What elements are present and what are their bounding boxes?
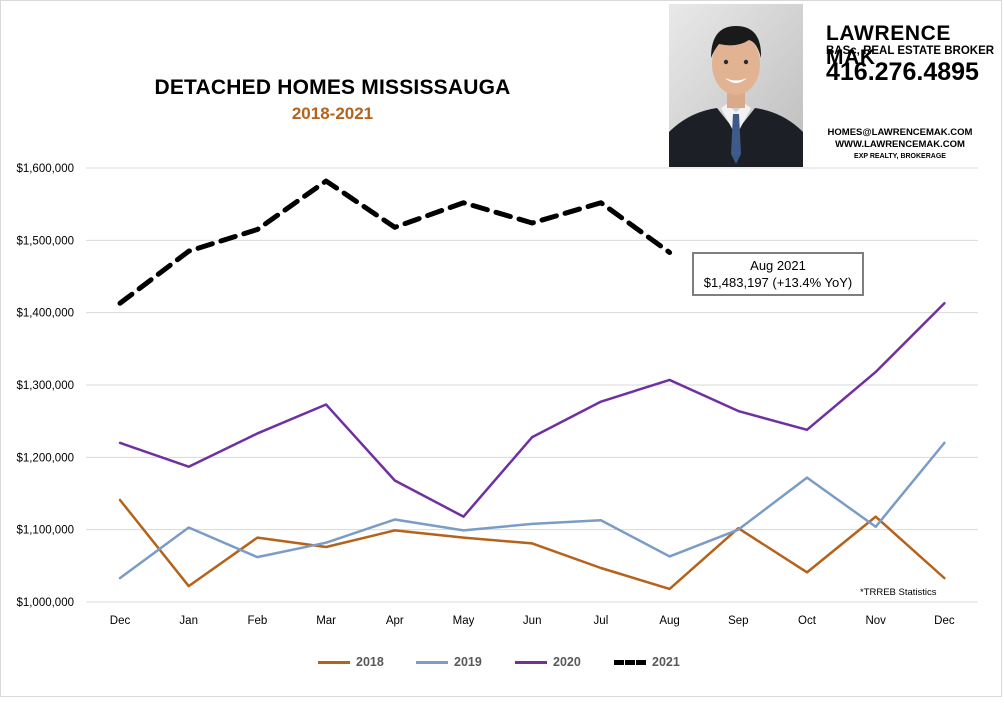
legend-swatch (416, 660, 448, 664)
agent-name: LAWRENCE MAK (826, 22, 951, 69)
y-tick-label: $1,500,000 (16, 235, 74, 247)
legend-item-2020: 2020 (515, 655, 581, 669)
legend-item-2018: 2018 (318, 655, 384, 669)
chart-frame (0, 0, 1002, 697)
legend-label: 2021 (652, 655, 680, 669)
x-tick-label: Feb (247, 615, 267, 627)
x-tick-label: Dec (934, 615, 955, 627)
x-tick-label: Dec (110, 615, 131, 627)
y-tick-label: $1,600,000 (16, 163, 74, 175)
y-tick-label: $1,100,000 (16, 525, 74, 537)
agent-brokerage: EXP REALTY, BROKERAGE (854, 153, 946, 160)
x-tick-label: Aug (659, 615, 679, 627)
chart-subtitle: 2018-2021 (291, 104, 374, 123)
annotation-line2: $1,483,197 (+13.4% YoY) (703, 275, 853, 290)
series-line-2018 (118, 498, 946, 591)
y-tick-label: $1,300,000 (16, 380, 74, 392)
agent-credentials: BASc, REAL ESTATE BROKER (826, 45, 995, 57)
series-line-2020 (118, 302, 946, 518)
agent-photo (669, 4, 803, 167)
y-tick-label: $1,200,000 (16, 452, 74, 464)
series-line-2021 (117, 178, 673, 306)
legend-label: 2018 (356, 655, 384, 669)
x-tick-label: May (453, 615, 475, 627)
series-line-2019 (118, 441, 946, 580)
legend: 2018 2019 2020 2021 (0, 655, 1004, 671)
agent-website[interactable]: WWW.LAWRENCEMAK.COM (835, 139, 965, 150)
legend-swatch (614, 659, 646, 665)
legend-swatch (318, 660, 350, 664)
x-axis-ticks: Dec Jan Feb Mar Apr May Jun Jul Aug Sep Oct Nov Dec (110, 615, 955, 627)
source-footnote: *TRREB Statistics (860, 587, 937, 598)
gridlines (86, 167, 978, 603)
legend-label: 2019 (454, 655, 482, 669)
x-tick-label: Jul (594, 615, 609, 627)
x-tick-label: Nov (865, 615, 886, 627)
y-axis-ticks: $1,000,000 $1,100,000 $1,200,000 $1,300,000… (16, 163, 74, 609)
y-tick-label: $1,000,000 (16, 597, 74, 609)
agent-email[interactable]: HOMES@LAWRENCEMAK.COM (827, 127, 973, 138)
x-tick-label: Apr (386, 615, 404, 627)
x-tick-label: Jan (179, 615, 198, 627)
x-tick-label: Sep (728, 615, 748, 627)
annotation-callout: Aug 2021 $1,483,197 (+13.4% YoY) (692, 252, 864, 296)
legend-swatch (515, 660, 547, 664)
annotation-line1: Aug 2021 (750, 258, 806, 273)
legend-label: 2020 (553, 655, 581, 669)
chart-title: DETACHED HOMES MISSISSAUGA (154, 76, 511, 99)
x-tick-label: Mar (316, 615, 336, 627)
x-tick-label: Oct (798, 615, 817, 627)
y-tick-label: $1,400,000 (16, 308, 74, 320)
series-lines (117, 178, 946, 591)
legend-item-2021: 2021 (614, 655, 680, 669)
x-tick-label: Jun (523, 615, 542, 627)
agent-phone[interactable]: 416.276.4895 (826, 58, 979, 86)
legend-item-2019: 2019 (416, 655, 482, 669)
